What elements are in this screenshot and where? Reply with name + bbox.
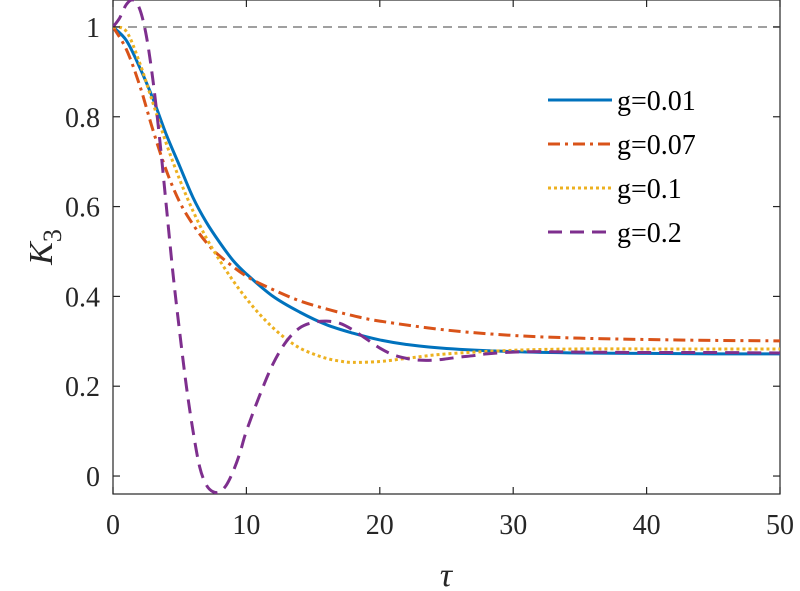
legend-label: g=0.2 — [617, 218, 682, 249]
x-tick-label: 50 — [766, 510, 794, 541]
x-axis-label: τ — [440, 557, 454, 591]
legend-label: g=0.07 — [617, 130, 696, 161]
x-tick-label: 30 — [499, 510, 527, 541]
x-tick-label: 40 — [633, 510, 661, 541]
y-tick-label: 1 — [86, 13, 100, 44]
series-line-4 — [113, 0, 780, 494]
y-tick-label: 0.2 — [65, 372, 100, 403]
x-tick-label: 10 — [232, 510, 260, 541]
x-tick-label: 20 — [366, 510, 394, 541]
y-tick-label: 0.6 — [65, 193, 100, 224]
y-tick-label: 0.8 — [65, 103, 100, 134]
legend-item-4: g=0.2 — [548, 218, 682, 249]
plot-area — [112, 0, 781, 495]
svg-text:K3: K3 — [23, 229, 67, 266]
x-tick-labels: 0 10 20 30 40 50 — [106, 510, 794, 541]
y-axis-label: K3 — [23, 229, 67, 266]
legend-item-3: g=0.1 — [548, 174, 682, 205]
x-tick-label: 0 — [106, 510, 120, 541]
y-tick-label: 0.4 — [65, 282, 100, 313]
series-line-2 — [113, 26, 780, 343]
y-axis-label-main: K — [23, 240, 60, 266]
y-tick-label: 0 — [86, 462, 100, 493]
y-tick-labels: 0 0.2 0.4 0.6 0.8 1 — [65, 13, 100, 493]
legend-item-2: g=0.07 — [548, 130, 696, 161]
legend-label: g=0.01 — [617, 86, 696, 117]
tick-marks — [112, 0, 781, 494]
legend-label: g=0.1 — [617, 174, 682, 205]
legend-item-1: g=0.01 — [548, 86, 696, 117]
legend: g=0.01 g=0.07 g=0.1 g=0.2 — [548, 86, 696, 249]
y-axis-label-subscript: 3 — [38, 229, 67, 242]
series-group — [113, 0, 780, 494]
